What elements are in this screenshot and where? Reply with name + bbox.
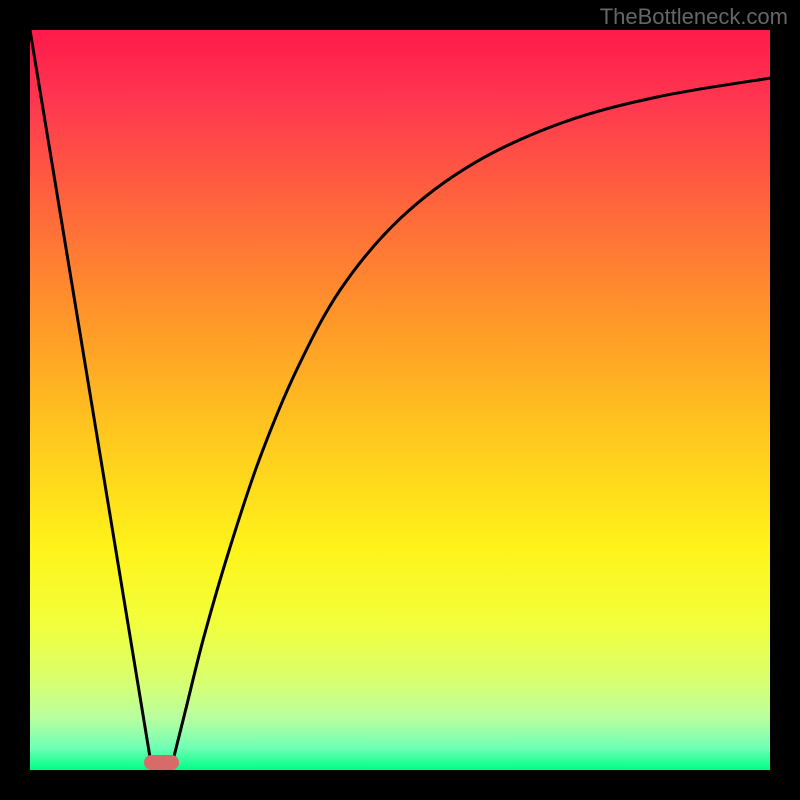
plot-area: [30, 30, 770, 770]
chart-frame: TheBottleneck.com: [0, 0, 800, 800]
curve-right-segment: [171, 78, 770, 770]
curve-left-segment: [30, 30, 152, 770]
bottleneck-curve: [30, 30, 770, 770]
watermark-text: TheBottleneck.com: [600, 4, 788, 30]
optimal-zone-marker: [144, 755, 180, 770]
